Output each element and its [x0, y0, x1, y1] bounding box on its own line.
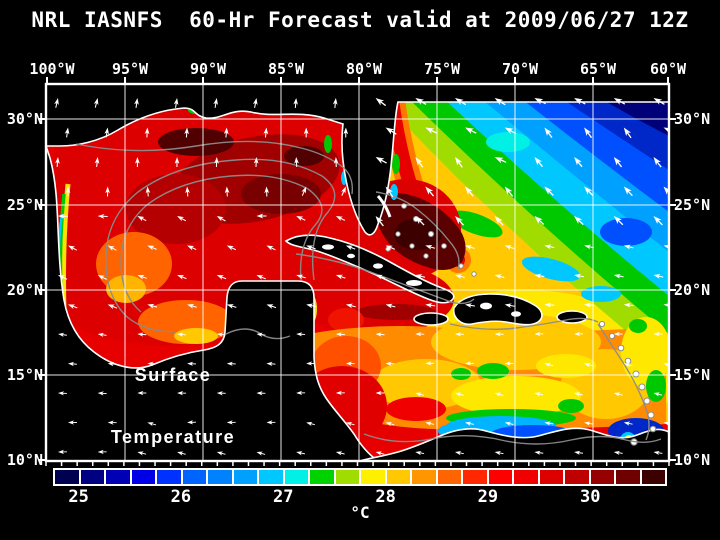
colorbar-tick-label: 29	[477, 487, 499, 507]
jamaica-island	[413, 312, 449, 326]
axis-label-lon: 95°W	[111, 60, 149, 78]
bathymetry-contours	[75, 140, 662, 445]
colorbar-cell	[386, 470, 410, 484]
colorbar-cell	[233, 470, 257, 484]
colorbar-tick-label: 25	[68, 487, 89, 507]
small-islands	[322, 195, 657, 446]
axis-label-lat: 30°N	[674, 110, 711, 128]
axis-label-lat: 10°N	[6, 451, 43, 469]
axis-label-lon: 65°W	[579, 60, 617, 78]
colorbar-cell	[539, 470, 563, 484]
colorbar-cell	[616, 470, 640, 484]
axis-label-lon: 80°W	[345, 60, 383, 78]
axis-label-lat: 25°N	[6, 196, 43, 214]
axis-label-lat: 10°N	[674, 451, 711, 469]
colorbar-cell	[284, 470, 308, 484]
axis-label-lat: 15°N	[6, 366, 43, 384]
colorbar-cell	[310, 470, 334, 484]
colorbar-cell	[437, 470, 461, 484]
colorbar-cell	[157, 470, 181, 484]
colorbar-cell	[412, 470, 436, 484]
colorbar-cell	[55, 470, 79, 484]
colorbar-unit: °C	[350, 503, 370, 522]
axis-label-lat: 25°N	[674, 196, 711, 214]
grid-lines	[46, 84, 669, 461]
colorbar-cell	[259, 470, 283, 484]
colorbar-cell	[361, 470, 385, 484]
colorbar-cell	[106, 470, 130, 484]
colorbar-cell	[488, 470, 512, 484]
colorbar-cell	[463, 470, 487, 484]
colorbar-cell	[641, 470, 665, 484]
axis-label-lat: 20°N	[674, 281, 711, 299]
colorbar-cell	[565, 470, 589, 484]
surface-label: Surface	[135, 365, 212, 385]
colorbar-cell	[590, 470, 614, 484]
colorbar-tick-label: 30	[580, 487, 601, 507]
plot-title: NRL IASNFS 60-Hr Forecast valid at 2009/…	[31, 8, 689, 32]
colorbar-cell	[80, 470, 104, 484]
axis-label-lon: 60°W	[649, 60, 687, 78]
colorbar-tick-label: 27	[273, 487, 294, 507]
axis-label-lon: 85°W	[267, 60, 305, 78]
colorbar-cell	[182, 470, 206, 484]
colorbar-cell	[208, 470, 232, 484]
cuba-island	[284, 234, 455, 304]
colorbar	[53, 468, 667, 486]
map-border	[44, 82, 671, 463]
colorbar-tick-label: 26	[170, 487, 192, 507]
hispaniola-island	[452, 293, 543, 326]
axis-label-lon: 75°W	[423, 60, 461, 78]
axis-label-lon: 70°W	[501, 60, 539, 78]
mexico-central-america-landmass	[46, 145, 380, 461]
colorbar-cell	[514, 470, 538, 484]
colorbar-cell	[131, 470, 155, 484]
colorbar-tick-label: 28	[375, 487, 396, 507]
temperature-label: Temperature	[111, 427, 235, 447]
map-plot: Surface Temperature	[39, 77, 676, 466]
axis-label-lon: 90°W	[189, 60, 227, 78]
axis-label-lat: 15°N	[674, 366, 711, 384]
colorbar-cell	[335, 470, 359, 484]
axis-label-lat: 30°N	[6, 110, 43, 128]
axis-label-lon: 100°W	[29, 60, 75, 78]
axis-label-lat: 20°N	[6, 281, 43, 299]
